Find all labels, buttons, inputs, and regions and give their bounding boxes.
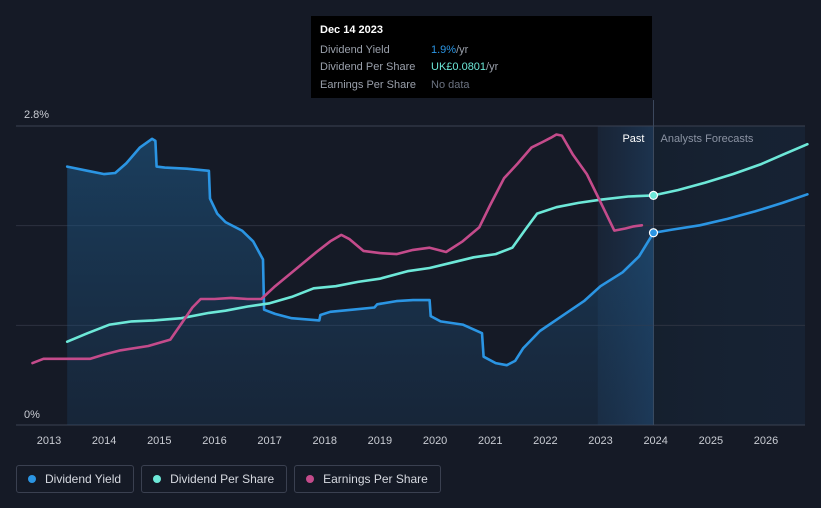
tooltip-row-earnings-per-share: Earnings Per Share No data (320, 76, 643, 94)
x-tick-label: 2023 (588, 435, 612, 447)
dividend-per-share-forecast-line (652, 142, 809, 197)
legend-label: Dividend Per Share (170, 472, 275, 486)
tooltip-row-dividend-yield: Dividend Yield 1.9% /yr (320, 41, 643, 59)
x-tick-label: 2026 (754, 435, 778, 447)
legend-label: Earnings Per Share (323, 472, 428, 486)
legend-label: Dividend Yield (45, 472, 122, 486)
x-tick-label: 2024 (643, 435, 667, 447)
analysts-forecasts-label: Analysts Forecasts (660, 133, 753, 145)
chart-tooltip: Dec 14 2023 Dividend Yield 1.9% /yr Divi… (311, 16, 652, 98)
forecast-region (653, 126, 805, 425)
tooltip-row-dividend-per-share: Dividend Per Share UK£0.0801 /yr (320, 59, 643, 77)
dividend-per-share-marker (648, 190, 659, 201)
dividend-yield-forecast-line (652, 193, 809, 235)
x-tick-label: 2021 (478, 435, 502, 447)
tooltip-date: Dec 14 2023 (320, 24, 383, 36)
legend-dividend-per-share[interactable]: Dividend Per Share (141, 465, 288, 493)
earnings-per-share-dot-icon (306, 475, 315, 483)
chart-legend: Dividend Yield Dividend Per Share Earnin… (16, 465, 441, 493)
x-tick-label: 2013 (37, 435, 61, 447)
x-tick-label: 2022 (533, 435, 557, 447)
tooltip-unit: /yr (486, 61, 499, 74)
x-tick-label: 2015 (147, 435, 171, 447)
past-label: Past (622, 133, 644, 145)
x-tick-label: 2025 (699, 435, 723, 447)
dividend-yield-line (65, 137, 655, 367)
tooltip-value: UK£0.0801 (431, 61, 487, 74)
tooltip-label: Dividend Per Share (320, 61, 416, 74)
x-tick-label: 2014 (92, 435, 116, 447)
tooltip-value: 1.9% (431, 43, 457, 56)
tooltip-value: No data (431, 78, 470, 91)
dividend-yield-area (67, 138, 654, 426)
dividend-per-share-dot-icon (153, 475, 162, 483)
earnings-per-share-line (31, 133, 644, 365)
dividend-yield-dot-icon (28, 475, 36, 483)
tooltip-label: Earnings Per Share (320, 78, 416, 91)
dividend-yield-marker (648, 228, 659, 238)
x-tick-label: 2017 (257, 435, 281, 447)
tooltip-unit: /yr (456, 43, 469, 56)
x-tick-label: 2019 (368, 435, 392, 447)
legend-dividend-yield[interactable]: Dividend Yield (16, 465, 135, 493)
legend-earnings-per-share[interactable]: Earnings Per Share (294, 465, 441, 493)
x-tick-label: 2016 (202, 435, 226, 447)
y-tick-label: 0% (24, 409, 40, 421)
x-tick-label: 2020 (423, 435, 447, 447)
y-tick-label: 2.8% (24, 109, 49, 121)
dividend-per-share-line (65, 194, 655, 343)
tooltip-label: Dividend Yield (320, 43, 390, 56)
x-tick-label: 2018 (313, 435, 337, 447)
